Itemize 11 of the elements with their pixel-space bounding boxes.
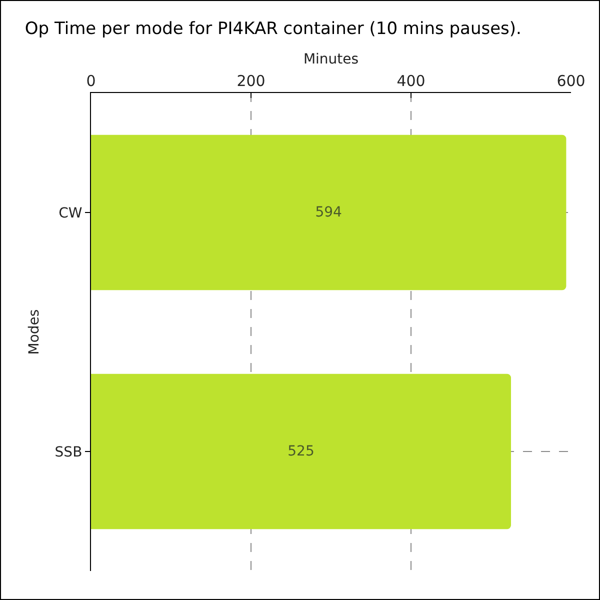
chart-title: Op Time per mode for PI4KAR container (10 mins pauses). bbox=[24, 18, 522, 39]
x-tick-label: 0 bbox=[86, 72, 96, 90]
x-tick-label: 600 bbox=[556, 72, 586, 90]
y-axis-title: Modes bbox=[26, 309, 42, 355]
data-label: 594 bbox=[315, 204, 342, 221]
data-label: 525 bbox=[288, 444, 314, 460]
x-tick-label: 200 bbox=[236, 72, 266, 90]
x-tick-label: 400 bbox=[396, 72, 426, 90]
y-tick-label: CW bbox=[58, 205, 82, 222]
x-axis-title: Minutes bbox=[303, 52, 359, 68]
y-tick-label: SSB bbox=[54, 444, 82, 460]
